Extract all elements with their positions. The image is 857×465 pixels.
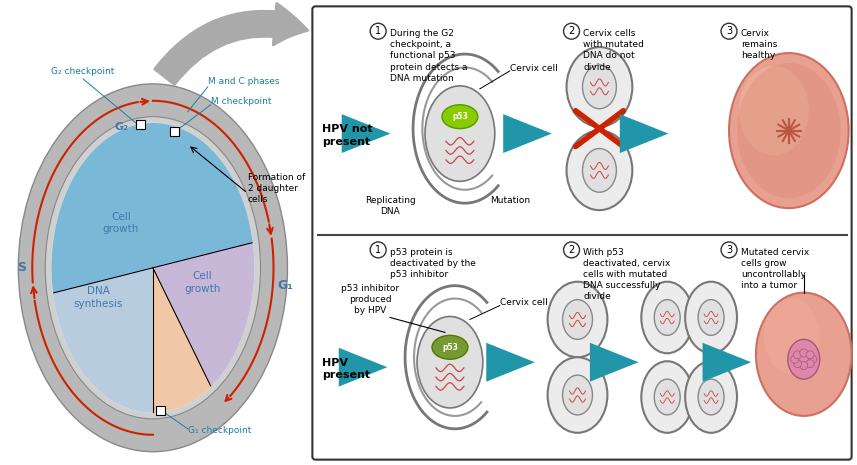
Ellipse shape [698, 299, 724, 335]
Text: Cervix
remains
healthy: Cervix remains healthy [741, 29, 777, 60]
Text: G₁: G₁ [278, 279, 293, 292]
Ellipse shape [45, 117, 261, 419]
Circle shape [370, 242, 387, 258]
Circle shape [721, 23, 737, 39]
Circle shape [794, 360, 801, 368]
Text: Cell
growth: Cell growth [103, 212, 139, 234]
Circle shape [806, 360, 814, 368]
Circle shape [791, 355, 799, 363]
Circle shape [564, 23, 579, 39]
Circle shape [564, 242, 579, 258]
Circle shape [800, 349, 808, 357]
Circle shape [809, 355, 817, 363]
Ellipse shape [562, 375, 592, 415]
Text: During the G2
checkpoint, a
functional p53
protein detects a
DNA mutation: During the G2 checkpoint, a functional p… [390, 29, 468, 83]
Text: Cell
growth: Cell growth [184, 272, 221, 294]
Text: 3: 3 [726, 245, 732, 255]
Bar [136, 120, 146, 129]
Circle shape [721, 242, 737, 258]
Ellipse shape [417, 317, 482, 408]
Circle shape [794, 351, 801, 359]
Text: G₁ checkpoint: G₁ checkpoint [188, 426, 251, 435]
Polygon shape [153, 243, 254, 386]
Text: Mutated cervix
cells grow
uncontrollably
into a tumor: Mutated cervix cells grow uncontrollably… [741, 248, 809, 290]
Ellipse shape [18, 84, 287, 452]
Ellipse shape [432, 335, 468, 359]
Bar [156, 406, 165, 415]
Text: p53: p53 [452, 112, 468, 121]
Ellipse shape [566, 131, 632, 210]
Text: p53 inhibitor
produced
by HPV: p53 inhibitor produced by HPV [341, 284, 399, 315]
Polygon shape [54, 268, 153, 412]
Text: 3: 3 [726, 26, 732, 36]
Ellipse shape [583, 148, 616, 192]
Ellipse shape [566, 47, 632, 126]
Circle shape [370, 23, 387, 39]
Text: Formation of
2 daughter
cells: Formation of 2 daughter cells [248, 173, 305, 204]
Ellipse shape [729, 53, 848, 208]
Bar [171, 127, 179, 136]
Ellipse shape [698, 379, 724, 415]
Ellipse shape [756, 292, 852, 416]
Text: S: S [17, 261, 27, 274]
Ellipse shape [641, 282, 693, 353]
Ellipse shape [737, 63, 841, 198]
Text: HPV not
present: HPV not present [322, 124, 373, 147]
Ellipse shape [51, 123, 255, 413]
Text: Mutation: Mutation [490, 196, 530, 205]
Text: DNA
synthesis: DNA synthesis [74, 286, 123, 309]
Text: Cervix cells
with mutated
DNA do not
divide: Cervix cells with mutated DNA do not div… [584, 29, 644, 72]
Text: 1: 1 [375, 26, 381, 36]
FancyArrowPatch shape [155, 3, 308, 84]
Ellipse shape [654, 299, 680, 335]
Text: G₂ checkpoint: G₂ checkpoint [51, 67, 115, 76]
Ellipse shape [641, 361, 693, 433]
Text: 2: 2 [568, 26, 575, 36]
Text: p53 protein is
deactivated by the
p53 inhibitor: p53 protein is deactivated by the p53 in… [390, 248, 476, 279]
Ellipse shape [764, 299, 820, 374]
Ellipse shape [739, 66, 809, 155]
Circle shape [800, 361, 808, 370]
Ellipse shape [425, 86, 494, 181]
Text: Cervix cell: Cervix cell [510, 65, 558, 73]
Polygon shape [52, 124, 252, 293]
FancyBboxPatch shape [313, 7, 852, 459]
Text: HPV
present: HPV present [322, 358, 370, 380]
Text: M and C phases: M and C phases [207, 77, 279, 86]
Ellipse shape [685, 282, 737, 353]
Text: M checkpoint: M checkpoint [211, 97, 271, 106]
Text: 1: 1 [375, 245, 381, 255]
Ellipse shape [654, 379, 680, 415]
Text: Replicating
DNA: Replicating DNA [365, 196, 416, 216]
Ellipse shape [442, 105, 478, 129]
Text: G₂: G₂ [115, 122, 129, 132]
Text: With p53
deactivated, cervix
cells with mutated
DNA successfully
divide: With p53 deactivated, cervix cells with … [584, 248, 671, 301]
Text: Cervix cell: Cervix cell [500, 298, 548, 307]
Ellipse shape [583, 65, 616, 109]
Text: 2: 2 [568, 245, 575, 255]
Ellipse shape [562, 299, 592, 339]
Text: p53: p53 [442, 343, 458, 352]
Ellipse shape [548, 357, 608, 433]
Circle shape [806, 351, 814, 359]
Ellipse shape [685, 361, 737, 433]
Ellipse shape [548, 282, 608, 357]
Ellipse shape [788, 339, 820, 379]
Polygon shape [153, 268, 211, 412]
